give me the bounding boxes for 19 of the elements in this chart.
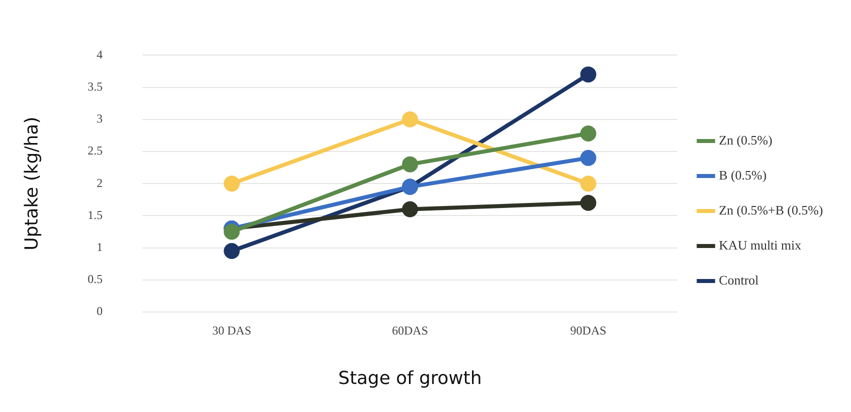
legend-label: Zn (0.5%+B (0.5%) — [718, 202, 824, 218]
legend-label: Control — [718, 272, 760, 288]
legend-label: KAU multi mix — [718, 237, 802, 252]
y-axis-title: Uptake (kg/ha) — [21, 116, 42, 250]
legend-label: Zn (0.5%) — [718, 132, 772, 148]
y-tick-label: 3 — [96, 112, 103, 126]
y-tick-label: 3.5 — [88, 79, 103, 94]
x-tick-label: 30 DAS — [212, 323, 252, 338]
legend-label: B (0.5%) — [718, 167, 767, 182]
y-tick-label: 2.5 — [88, 144, 103, 158]
y-tick-label: 0 — [96, 304, 103, 318]
y-tick-label: 2 — [96, 176, 103, 190]
y-tick-label: 0.5 — [88, 272, 103, 286]
x-tick-label: 60DAS — [392, 323, 428, 338]
y-tick-label: 4 — [96, 47, 103, 62]
y-tick-label: 1.5 — [88, 208, 103, 222]
x-tick-label: 90DAS — [570, 323, 606, 338]
y-tick-label: 1 — [96, 240, 103, 254]
x-axis-title: Stage of growth — [338, 368, 482, 389]
